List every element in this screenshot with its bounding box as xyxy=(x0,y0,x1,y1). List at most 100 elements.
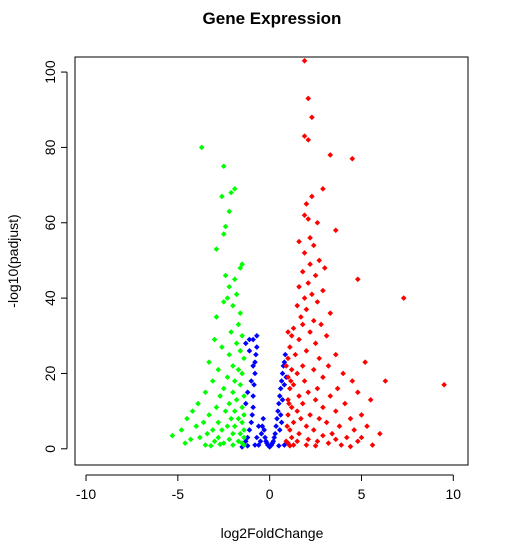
data-point-s2-48 xyxy=(292,351,299,358)
data-point-s0-36 xyxy=(278,378,285,384)
data-point-s0-26 xyxy=(269,440,276,446)
data-point-s1-17 xyxy=(230,302,236,309)
data-point-s2-1 xyxy=(305,95,312,102)
data-point-s0-8 xyxy=(251,381,257,388)
data-point-s1-73 xyxy=(226,436,233,443)
data-point-s1-56 xyxy=(215,419,222,426)
data-point-s2-88 xyxy=(290,419,297,426)
data-point-s2-108 xyxy=(325,440,332,446)
data-point-s0-23 xyxy=(265,442,271,448)
y-tick-label: 0 xyxy=(42,445,58,453)
data-point-s1-7 xyxy=(220,231,227,237)
data-point-s0-7 xyxy=(250,393,256,399)
data-point-s1-12 xyxy=(231,276,238,283)
data-point-s1-32 xyxy=(215,366,222,373)
data-point-s2-30 xyxy=(314,299,321,305)
data-point-s0-35 xyxy=(277,385,284,392)
data-point-s1-80 xyxy=(202,442,209,448)
data-point-s1-9 xyxy=(239,261,245,268)
data-point-s0-3 xyxy=(246,427,253,433)
data-point-s2-6 xyxy=(349,155,356,162)
data-point-s2-74 xyxy=(367,397,374,403)
data-point-s0-6 xyxy=(250,404,256,411)
data-point-s0-57 xyxy=(281,442,288,448)
data-point-s1-6 xyxy=(222,223,229,230)
x-tick-label: -5 xyxy=(172,486,185,502)
data-point-s2-24 xyxy=(305,280,312,286)
data-point-s2-117 xyxy=(284,423,290,429)
data-point-s1-57 xyxy=(239,419,245,426)
data-point-s0-46 xyxy=(277,412,284,418)
data-point-s2-44 xyxy=(312,340,319,347)
data-points xyxy=(169,57,447,450)
data-point-s2-5 xyxy=(327,152,334,158)
data-point-s2-57 xyxy=(294,370,301,377)
y-tick-label: 100 xyxy=(42,60,58,84)
data-point-s2-14 xyxy=(307,235,313,241)
data-point-s2-41 xyxy=(288,332,295,339)
data-point-s1-10 xyxy=(237,265,244,271)
data-point-s1-42 xyxy=(217,393,223,399)
data-point-s1-81 xyxy=(230,442,236,448)
data-point-s1-71 xyxy=(241,434,247,441)
data-point-s1-43 xyxy=(233,397,240,403)
data-point-s2-2 xyxy=(309,114,315,121)
data-point-s2-97 xyxy=(377,430,383,437)
data-point-s0-59 xyxy=(254,434,260,441)
data-point-s0-34 xyxy=(276,393,283,399)
data-point-s0-1 xyxy=(242,438,249,445)
data-point-s1-45 xyxy=(195,400,201,407)
data-point-s2-103 xyxy=(332,436,339,443)
data-point-s2-7 xyxy=(320,186,326,192)
data-point-s2-34 xyxy=(298,314,304,320)
data-point-s1-37 xyxy=(237,381,244,388)
data-point-s2-87 xyxy=(323,419,330,426)
data-point-s2-105 xyxy=(314,438,321,445)
data-point-s2-71 xyxy=(327,393,334,399)
data-point-s0-16 xyxy=(258,430,265,437)
data-point-s2-69 xyxy=(355,389,361,396)
data-point-s1-39 xyxy=(230,389,236,396)
data-point-s1-47 xyxy=(213,404,220,411)
data-point-s2-11 xyxy=(305,216,312,222)
data-point-s2-66 xyxy=(334,385,341,392)
data-point-s2-92 xyxy=(287,427,293,433)
data-point-s0-32 xyxy=(275,408,281,414)
data-point-s1-52 xyxy=(206,412,212,418)
data-point-s2-62 xyxy=(382,378,389,384)
data-point-s1-77 xyxy=(220,440,227,446)
data-point-s0-41 xyxy=(242,400,249,407)
data-point-s2-68 xyxy=(305,389,312,396)
data-point-s1-70 xyxy=(215,434,222,441)
data-point-s1-55 xyxy=(184,415,190,422)
data-point-s0-5 xyxy=(249,412,256,418)
data-point-s1-5 xyxy=(226,208,233,215)
data-point-s2-59 xyxy=(285,374,291,381)
data-point-s1-29 xyxy=(206,359,212,365)
data-point-s0-19 xyxy=(261,427,267,433)
data-point-s2-40 xyxy=(285,329,291,335)
data-point-s2-12 xyxy=(314,219,321,226)
data-point-s0-43 xyxy=(248,378,255,384)
data-point-s2-73 xyxy=(312,397,319,403)
data-point-s2-101 xyxy=(358,434,365,441)
data-point-s0-61 xyxy=(276,427,283,433)
data-point-s1-1 xyxy=(220,163,227,170)
data-point-s1-11 xyxy=(222,272,229,279)
data-point-s2-85 xyxy=(298,415,304,422)
data-point-s2-51 xyxy=(362,359,368,365)
data-point-s2-45 xyxy=(287,344,293,350)
data-point-s2-35 xyxy=(310,317,317,324)
data-point-s2-75 xyxy=(299,400,306,407)
data-point-s2-49 xyxy=(316,355,323,362)
data-point-s0-4 xyxy=(248,419,255,426)
data-point-s1-31 xyxy=(235,366,242,373)
data-point-s2-89 xyxy=(303,423,310,429)
data-point-s1-3 xyxy=(228,189,234,196)
data-point-s2-33 xyxy=(327,310,334,316)
data-point-s2-0 xyxy=(301,57,308,64)
data-point-s2-19 xyxy=(307,261,313,268)
data-point-s1-68 xyxy=(204,430,211,437)
data-point-s0-54 xyxy=(244,442,251,449)
data-point-s2-86 xyxy=(347,415,354,422)
